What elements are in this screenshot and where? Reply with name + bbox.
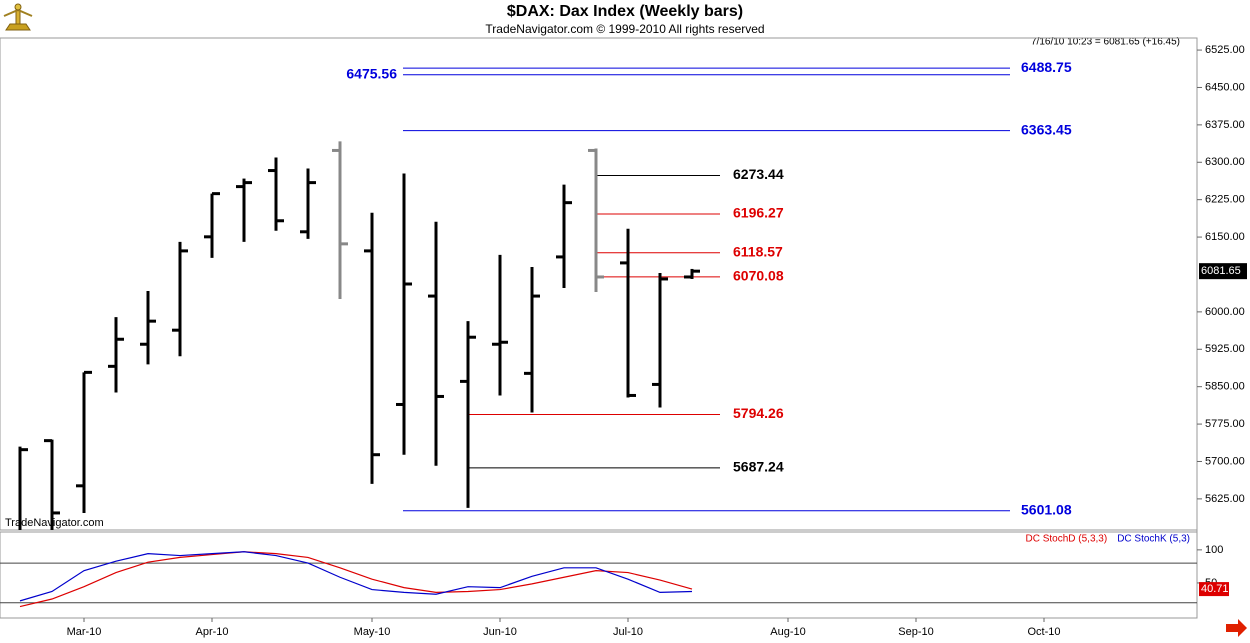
stoch-plot <box>0 551 1197 608</box>
x-tick-label: Oct-10 <box>1027 626 1060 638</box>
y-tick-label: 5625.00 <box>1205 493 1245 505</box>
legend-entry: DC StochK (5,3) <box>1117 534 1190 545</box>
y-tick-label: 6225.00 <box>1205 194 1245 206</box>
y-tick-label: 6150.00 <box>1205 231 1245 243</box>
watermark: TradeNavigator.com <box>5 517 104 529</box>
overlay: 6525.00 6450.00 6375.00 6300.00 6225.00 6150.… <box>67 44 1247 638</box>
x-tick-label: Aug-10 <box>770 626 805 638</box>
scroll-arrow[interactable] <box>1226 619 1247 637</box>
chart-title: $DAX: Dax Index (Weekly bars) <box>507 3 743 20</box>
quote: 7/16/10 10:23 = 6081.65 (+16.45) <box>1031 37 1180 48</box>
x-tick-label: Apr-10 <box>195 626 228 638</box>
y-tick-label: 6375.00 <box>1205 119 1245 131</box>
y-tick-label: 5700.00 <box>1205 455 1245 467</box>
level-label: 6488.75 <box>1021 59 1072 75</box>
logo-icon <box>3 3 33 31</box>
last-value-box <box>1199 582 1229 597</box>
last-price-box <box>1199 263 1247 280</box>
legend-entry: DC StochD (5,3,3) <box>1025 534 1107 545</box>
stoch-line <box>19 551 693 608</box>
level-label: 5687.24 <box>733 459 784 475</box>
y-tick-label: 5925.00 <box>1205 343 1245 355</box>
level-label: 6196.27 <box>733 205 784 221</box>
level-label: 6273.44 <box>733 166 784 182</box>
x-tick-label: Mar-10 <box>67 626 102 638</box>
level-label: 6363.45 <box>1021 121 1072 137</box>
price-plot <box>18 67 1010 530</box>
level-label: 6475.56 <box>346 65 397 81</box>
chart-subtitle: TradeNavigator.com © 1999-2010 All right… <box>485 22 764 36</box>
last-value-label: 40.71 <box>1201 583 1229 595</box>
y-tick-label: 5850.00 <box>1205 381 1245 393</box>
level-label: 5794.26 <box>733 405 784 421</box>
level-label: 6070.08 <box>733 268 784 284</box>
y-tick-label: 5775.00 <box>1205 418 1245 430</box>
stoch-line <box>19 551 693 602</box>
y-tick-label: 6300.00 <box>1205 156 1245 168</box>
x-tick-label: May-10 <box>354 626 391 638</box>
y-tick-label: 6525.00 <box>1205 44 1245 56</box>
y-tick-label: 100 <box>1205 544 1223 556</box>
last-price-label: 6081.65 <box>1201 265 1241 277</box>
y-tick-label: 6450.00 <box>1205 81 1245 93</box>
x-tick-label: Jul-10 <box>613 626 643 638</box>
x-tick-label: Jun-10 <box>483 626 517 638</box>
level-label: 6118.57 <box>733 243 783 259</box>
level-label: 5601.08 <box>1021 502 1072 518</box>
y-tick-label: 6000.00 <box>1205 306 1245 318</box>
x-tick-label: Sep-10 <box>898 626 933 638</box>
